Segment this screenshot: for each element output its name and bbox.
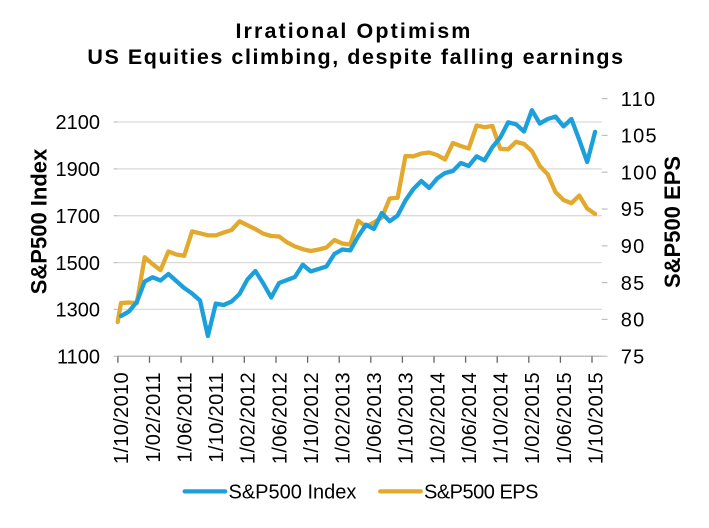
svg-text:1/02/2011: 1/02/2011 [143,372,165,463]
svg-text:110: 110 [621,89,657,111]
svg-text:1/10/2013: 1/10/2013 [396,372,418,464]
svg-text:1/02/2015: 1/02/2015 [522,372,544,464]
svg-text:80: 80 [621,310,646,332]
svg-text:1/06/2014: 1/06/2014 [459,372,481,464]
svg-text:105: 105 [621,126,658,148]
svg-text:Irrational Optimism: Irrational Optimism [235,19,472,43]
svg-text:1/06/2011: 1/06/2011 [174,372,196,463]
svg-text:1/10/2010: 1/10/2010 [111,372,133,464]
svg-text:1700: 1700 [56,206,101,228]
svg-text:1/02/2012: 1/02/2012 [238,372,260,464]
svg-text:95: 95 [621,199,646,221]
svg-text:1300: 1300 [56,300,101,322]
svg-text:1/10/2012: 1/10/2012 [301,372,323,464]
svg-text:1/06/2012: 1/06/2012 [269,372,291,464]
svg-text:75: 75 [621,346,646,368]
svg-text:1/02/2013: 1/02/2013 [333,372,355,464]
svg-text:1/06/2013: 1/06/2013 [364,372,386,464]
svg-text:1/02/2014: 1/02/2014 [427,372,449,464]
svg-text:S&P500 EPS: S&P500 EPS [660,156,685,288]
svg-text:US Equities climbing, despite: US Equities climbing, despite falling ea… [87,45,624,69]
svg-text:1100: 1100 [57,347,100,369]
svg-text:100: 100 [621,162,658,184]
svg-text:1900: 1900 [56,159,101,181]
svg-text:S&P500 Index: S&P500 Index [27,148,52,294]
svg-text:1/10/2015: 1/10/2015 [585,372,607,464]
svg-text:2100: 2100 [56,112,101,134]
svg-text:S&P500 EPS: S&P500 EPS [424,482,538,504]
svg-text:1500: 1500 [56,253,101,275]
svg-text:1/06/2015: 1/06/2015 [554,372,576,464]
svg-text:1/10/2014: 1/10/2014 [491,372,513,464]
svg-text:S&P500 Index: S&P500 Index [229,482,357,504]
svg-text:90: 90 [621,236,646,258]
svg-text:1/10/2011: 1/10/2011 [206,372,228,463]
svg-text:85: 85 [621,273,646,295]
